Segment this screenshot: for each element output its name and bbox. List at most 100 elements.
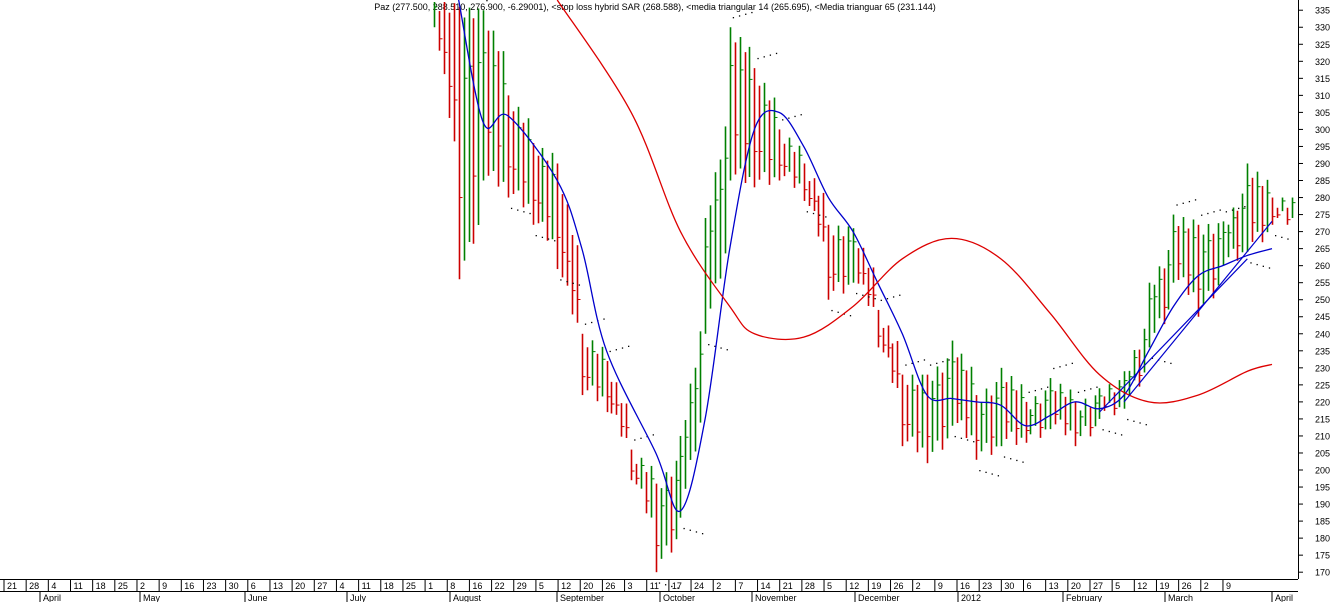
- x-day-label: 27: [1093, 581, 1103, 591]
- x-day-label: 11: [362, 581, 371, 591]
- sar-dot: [788, 117, 790, 119]
- sar-dot: [615, 349, 617, 351]
- x-day-label: 17: [672, 581, 682, 591]
- sar-dot: [510, 207, 513, 210]
- sar-dot: [634, 439, 636, 441]
- x-day-label: 1: [428, 581, 433, 591]
- x-month-label: April: [1275, 593, 1293, 602]
- y-axis: 170 175 180 185 190 195 200 205 210 215 220 225 230 2…: [1298, 0, 1330, 579]
- x-day-label: 3: [628, 581, 633, 591]
- sar-dot: [812, 212, 815, 215]
- sar-dot: [560, 279, 562, 281]
- sar-dot: [535, 235, 537, 237]
- sar-dot: [658, 582, 661, 584]
- sar-dot: [794, 115, 796, 118]
- sar-dot: [1225, 211, 1228, 213]
- sar-dot: [1182, 202, 1184, 204]
- y-tick-label: 180: [1315, 534, 1330, 544]
- price-bars: [433, 2, 1296, 573]
- x-day-label: 16: [472, 581, 482, 591]
- sar-dot: [1231, 209, 1234, 211]
- x-day-label: 13: [1049, 581, 1059, 591]
- y-tick-label: 200: [1315, 466, 1330, 476]
- x-month-label: May: [143, 593, 161, 602]
- sar-dot: [1059, 366, 1061, 368]
- x-day-label: 28: [805, 581, 815, 591]
- sar-dots: [486, 0, 1289, 589]
- sar-dot: [1040, 388, 1043, 390]
- sar-dot: [726, 349, 728, 351]
- series-line-tri65: [556, 0, 1273, 404]
- y-tick-label: 310: [1315, 91, 1330, 101]
- sar-dot: [1287, 238, 1289, 240]
- y-tick-label: 205: [1315, 448, 1330, 458]
- sar-dot: [1219, 209, 1221, 211]
- y-tick-label: 320: [1315, 57, 1330, 67]
- sar-dot: [486, 0, 488, 2]
- sar-dot: [905, 364, 907, 366]
- sar-dot: [683, 527, 685, 530]
- y-tick-label: 315: [1315, 74, 1330, 84]
- x-day-label: 18: [384, 581, 394, 591]
- x-day-label: 6: [1026, 581, 1031, 591]
- sar-dot: [825, 216, 827, 218]
- x-month-label: July: [350, 593, 367, 602]
- sar-dot: [1275, 235, 1277, 237]
- y-tick-label: 280: [1315, 193, 1330, 203]
- y-tick-label: 290: [1315, 159, 1330, 169]
- sar-dot: [1077, 391, 1080, 393]
- y-tick-label: 190: [1315, 500, 1330, 510]
- y-tick-label: 265: [1315, 244, 1330, 254]
- sar-dot: [584, 323, 587, 325]
- sar-dot: [973, 441, 975, 443]
- sar-dot: [1256, 263, 1258, 266]
- x-day-label: 12: [1137, 581, 1147, 591]
- sar-dot: [1090, 388, 1092, 390]
- sar-dot: [1188, 200, 1191, 203]
- y-tick-label: 250: [1315, 295, 1330, 305]
- y-tick-label: 285: [1315, 176, 1330, 186]
- x-day-label: 14: [761, 581, 771, 591]
- x-month-label: September: [560, 593, 604, 602]
- x-day-label: 2: [1204, 581, 1209, 591]
- x-month-label: June: [248, 593, 268, 602]
- trendlines: [1099, 221, 1273, 413]
- sar-dot: [1250, 262, 1252, 264]
- sar-dot: [609, 350, 611, 353]
- x-month-label: March: [1168, 593, 1193, 602]
- sar-dot: [677, 587, 679, 589]
- sar-dot: [1022, 461, 1024, 463]
- sar-dot: [868, 296, 870, 298]
- sar-dot: [985, 471, 987, 474]
- sar-dot: [517, 209, 519, 211]
- x-day-label: 19: [1159, 581, 1169, 591]
- sar-dot: [1096, 386, 1098, 388]
- sar-dot: [806, 211, 809, 213]
- sar-dot: [541, 236, 544, 239]
- sar-dot: [738, 15, 741, 17]
- sar-dot: [554, 240, 556, 242]
- sar-dot: [1003, 456, 1006, 458]
- x-month-label: October: [663, 593, 695, 602]
- x-day-label: 23: [982, 581, 992, 591]
- sar-dot: [1238, 207, 1240, 210]
- sar-dot: [948, 359, 950, 361]
- sar-dot: [886, 298, 889, 300]
- x-day-label: 2: [716, 581, 721, 591]
- x-day-label: 18: [96, 581, 106, 591]
- y-tick-label: 235: [1315, 346, 1330, 356]
- x-day-label: 21: [783, 581, 793, 591]
- x-day-label: 26: [605, 581, 615, 591]
- x-month-label: December: [858, 593, 900, 602]
- sar-dot: [775, 52, 778, 55]
- sar-dot: [1201, 214, 1203, 216]
- y-tick-label: 225: [1315, 380, 1330, 390]
- sar-dot: [1145, 424, 1147, 426]
- x-day-label: 20: [295, 581, 305, 591]
- x-day-label: 16: [960, 581, 970, 591]
- sar-dot: [1281, 236, 1283, 239]
- chart-title: Paz (277.500, 288.510, 276.900, -6.29001…: [374, 2, 936, 12]
- sar-dot: [689, 529, 691, 531]
- sar-dot: [591, 321, 593, 324]
